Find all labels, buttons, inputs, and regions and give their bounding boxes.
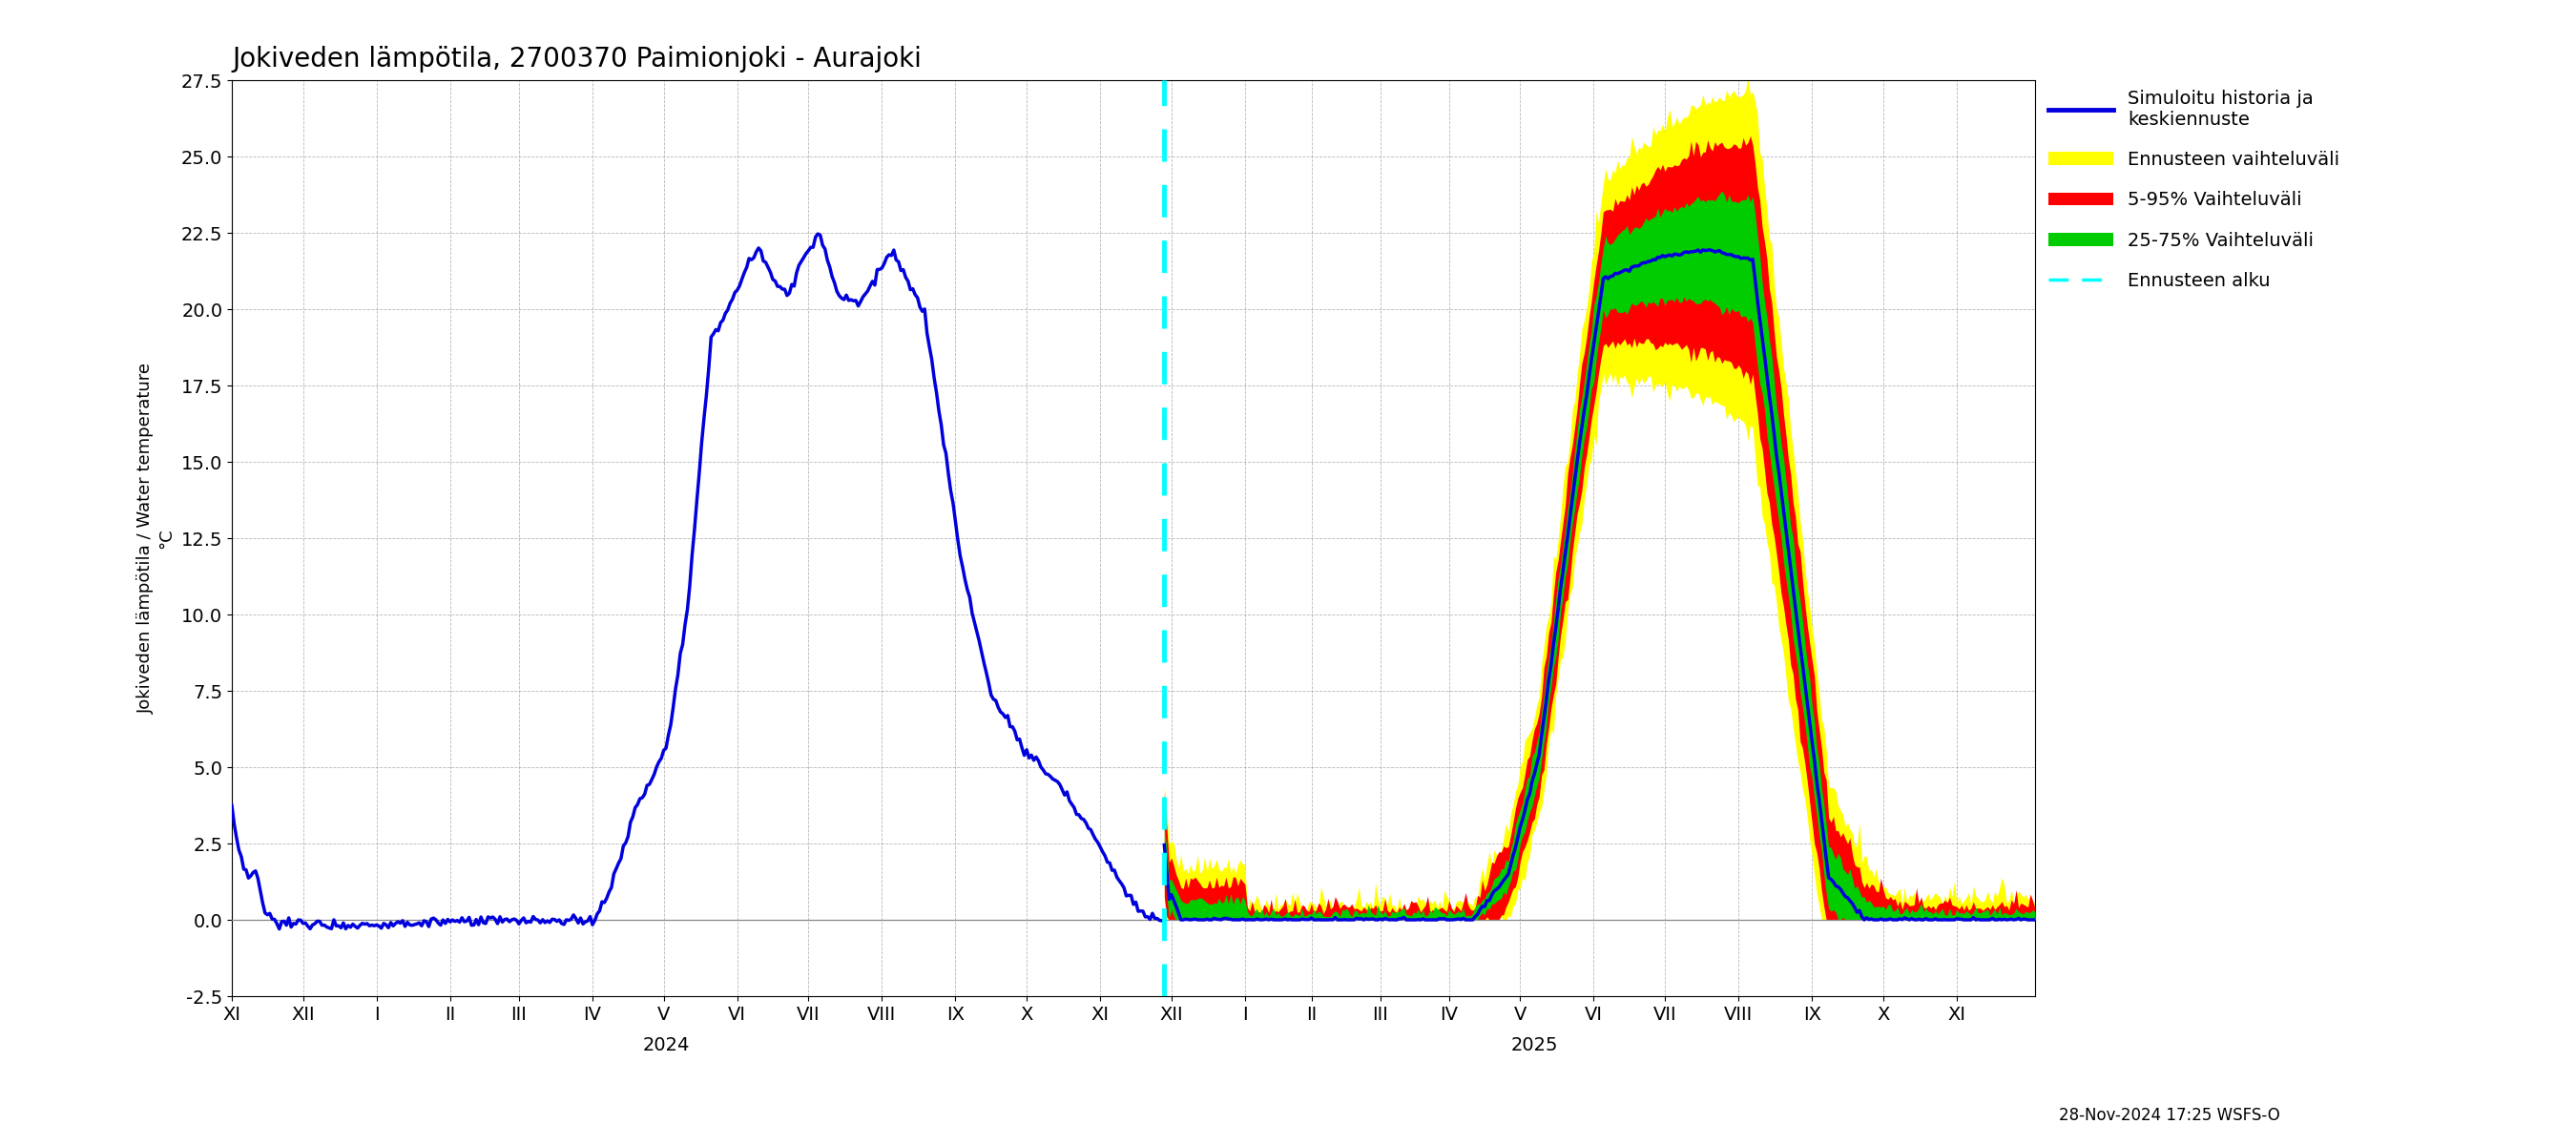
Legend: Simuloitu historia ja
keskiennuste, Ennusteen vaihteluväli, 5-95% Vaihteluväli, : Simuloitu historia ja keskiennuste, Ennu… (2048, 89, 2339, 290)
Text: 28-Nov-2024 17:25 WSFS-O: 28-Nov-2024 17:25 WSFS-O (2058, 1107, 2280, 1124)
Text: 2025: 2025 (1510, 1036, 1558, 1053)
Y-axis label: Jokiveden lämpötila / Water temperature
°C: Jokiveden lämpötila / Water temperature … (137, 363, 175, 713)
Text: 2024: 2024 (641, 1036, 690, 1053)
Text: Jokiveden lämpötila, 2700370 Paimionjoki - Aurajoki: Jokiveden lämpötila, 2700370 Paimionjoki… (232, 46, 922, 72)
